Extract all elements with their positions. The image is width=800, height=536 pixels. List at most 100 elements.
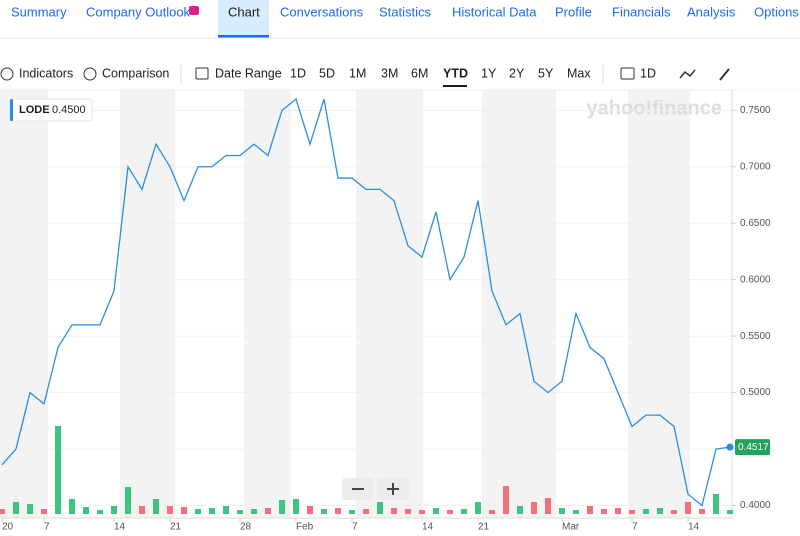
chart-type-icon — [679, 69, 696, 79]
legend-swatch — [10, 99, 13, 121]
tab[interactable]: Statistics — [379, 4, 432, 19]
volume-bar — [167, 506, 173, 514]
volume-bar — [349, 510, 355, 514]
volume-bar — [489, 510, 495, 514]
tab[interactable]: Profile — [555, 4, 592, 19]
volume-bar — [531, 502, 537, 514]
volume-bar — [41, 509, 47, 514]
volume-bar — [69, 499, 75, 514]
volume-bar — [475, 502, 481, 514]
range-button[interactable]: Max — [567, 66, 591, 80]
y-tick-label: 0.6500 — [740, 218, 771, 229]
draw-icon — [719, 68, 730, 81]
tab[interactable]: Summary — [11, 4, 67, 19]
volume-bar — [447, 510, 453, 514]
volume-bar — [713, 494, 719, 514]
indicators-button[interactable]: Indicators — [19, 66, 73, 80]
candle-icon — [620, 67, 635, 80]
date-range-button[interactable]: Date Range — [215, 66, 282, 80]
range-button[interactable]: 5Y — [538, 66, 554, 80]
volume-bar — [153, 499, 159, 514]
week-band — [120, 90, 175, 518]
volume-bar — [195, 509, 201, 514]
volume-bar — [587, 506, 593, 514]
y-tick-label: 0.5000 — [740, 387, 771, 398]
lock-icon — [189, 6, 199, 15]
volume-bar — [727, 510, 733, 514]
x-tick-label: Mar — [562, 522, 580, 533]
tab[interactable]: Historical Data — [452, 4, 537, 19]
volume-bar — [223, 506, 229, 514]
range-button[interactable]: 1D — [290, 66, 306, 80]
x-tick-label: 21 — [170, 522, 182, 533]
x-tick-label: 20 — [2, 522, 14, 533]
x-tick-label: 21 — [478, 522, 490, 533]
week-band — [356, 90, 423, 518]
volume-bar — [461, 509, 467, 514]
range-button[interactable]: 6M — [411, 66, 428, 80]
y-tick-label: 0.6000 — [740, 274, 771, 285]
interval-select[interactable]: 1D — [640, 66, 656, 80]
axis-bg — [732, 90, 800, 536]
x-tick-label: 28 — [240, 522, 252, 533]
range-button[interactable]: 2Y — [509, 66, 525, 80]
tab[interactable]: Options — [754, 4, 799, 19]
legend-name: LODE — [19, 104, 50, 116]
last-value-bg — [735, 439, 770, 456]
active-tab-bg — [218, 0, 269, 37]
comparison-button[interactable]: Comparison — [102, 66, 169, 80]
volume-bar — [685, 502, 691, 514]
plus-icon — [83, 67, 97, 81]
x-tick-label: 14 — [422, 522, 434, 533]
volume-bar — [363, 509, 369, 514]
volume-bar — [419, 510, 425, 514]
y-tick-label: 0.7500 — [740, 105, 771, 116]
volume-bar — [97, 510, 103, 514]
last-point — [726, 443, 734, 451]
tab[interactable]: Conversations — [280, 4, 364, 19]
volume-bar — [265, 508, 271, 514]
week-band — [482, 90, 556, 518]
volume-bar — [503, 486, 509, 514]
week-band — [628, 90, 690, 518]
volume-bar — [335, 508, 341, 514]
volume-bar — [699, 509, 705, 514]
tab[interactable]: Financials — [612, 4, 671, 19]
volume-bar — [321, 509, 327, 514]
week-band — [244, 90, 291, 518]
volume-bar — [405, 509, 411, 514]
volume-bar — [671, 510, 677, 514]
volume-bar — [615, 508, 621, 514]
volume-bar — [573, 510, 579, 514]
calendar-icon — [195, 67, 209, 80]
range-button[interactable]: 5D — [319, 66, 335, 80]
volume-bar — [517, 506, 523, 514]
range-button[interactable]: 1Y — [481, 66, 497, 80]
range-button[interactable]: 1M — [349, 66, 366, 80]
y-tick-label: 0.5500 — [740, 331, 771, 342]
tab[interactable]: Chart — [228, 4, 260, 19]
volume-bar — [643, 509, 649, 514]
volume-bar — [139, 506, 145, 514]
tab[interactable]: Analysis — [687, 4, 736, 19]
volume-bar — [545, 498, 551, 514]
price-line — [1, 97, 731, 507]
plus-icon — [0, 67, 14, 81]
y-tick-label: 0.7000 — [740, 161, 771, 172]
volume-bar — [181, 507, 187, 514]
volume-bar — [125, 487, 131, 514]
x-tick-label: 14 — [114, 522, 126, 533]
volume-bar — [657, 508, 663, 514]
volume-bar — [237, 510, 243, 514]
range-button[interactable]: 3M — [381, 66, 398, 80]
range-button[interactable]: YTD — [443, 66, 468, 80]
volume-bar — [55, 426, 61, 514]
tab[interactable]: Company Outlook — [86, 4, 191, 19]
volume-bar — [83, 507, 89, 514]
volume-bar — [433, 508, 439, 514]
volume-bar — [307, 506, 313, 514]
watermark: yahoo!finance — [586, 97, 722, 119]
week-band — [0, 90, 48, 518]
